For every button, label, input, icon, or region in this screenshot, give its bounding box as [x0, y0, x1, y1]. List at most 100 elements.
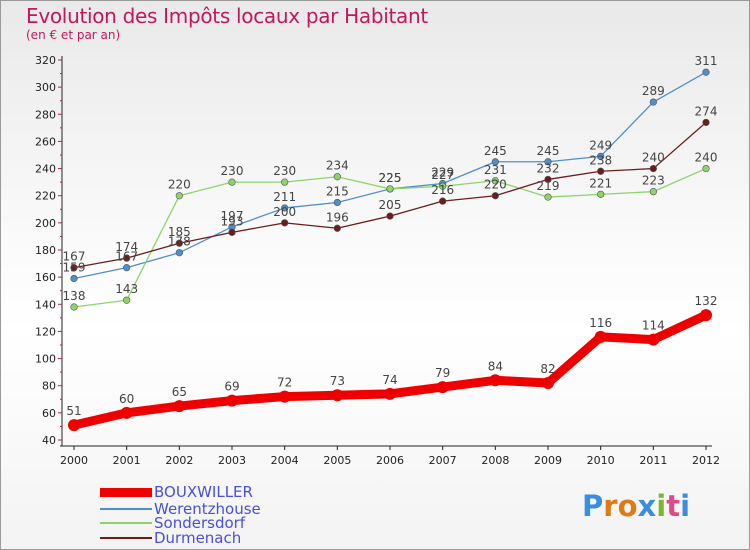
legend-swatch	[100, 522, 152, 524]
data-label: 159	[63, 261, 86, 275]
data-label: 116	[589, 316, 612, 330]
data-point	[331, 389, 344, 402]
data-point	[542, 377, 554, 389]
data-label: 79	[435, 366, 450, 380]
data-label: 167	[115, 250, 138, 264]
data-point	[123, 264, 131, 272]
data-point	[333, 224, 341, 232]
data-label: 167	[63, 250, 86, 264]
x-tick-label: 2012	[692, 454, 720, 467]
data-label: 143	[115, 282, 138, 296]
data-point	[278, 390, 291, 403]
data-point	[702, 118, 710, 127]
x-tick-label: 2003	[218, 454, 246, 467]
data-point	[649, 188, 657, 196]
data-point	[594, 330, 607, 343]
data-label: 219	[537, 179, 560, 193]
data-point	[123, 296, 131, 304]
data-point	[597, 167, 605, 175]
legend-item: Durmenach	[100, 529, 242, 547]
data-label: 65	[172, 385, 187, 399]
data-point	[333, 198, 341, 207]
legend-swatch	[100, 487, 152, 497]
data-point	[281, 219, 289, 227]
x-tick-label: 2006	[376, 454, 404, 467]
y-tick-label: 140	[35, 298, 56, 311]
data-point	[491, 177, 499, 185]
data-point	[68, 419, 80, 432]
data-point	[120, 406, 133, 419]
logo-letter: i	[656, 489, 667, 523]
data-label: 197	[221, 209, 244, 223]
data-point	[544, 175, 552, 184]
data-label: 132	[695, 294, 718, 308]
data-label: 230	[273, 164, 296, 178]
data-label: 205	[379, 198, 402, 212]
data-label: 138	[63, 289, 86, 303]
legend-label: BOUXWILLER	[154, 483, 253, 501]
data-point	[597, 190, 605, 198]
data-label: 223	[642, 174, 665, 188]
y-tick-label: 40	[42, 434, 56, 447]
x-tick-label: 2011	[639, 454, 667, 467]
data-point	[597, 152, 605, 160]
logo-letter: r	[603, 489, 618, 523]
x-tick-label: 2007	[429, 454, 457, 467]
x-tick-label: 2001	[113, 454, 141, 467]
x-tick-label: 2009	[534, 454, 562, 467]
data-point	[173, 400, 186, 413]
data-point	[281, 178, 289, 186]
data-point	[333, 173, 341, 181]
data-point	[700, 309, 712, 322]
legend-item: Werentzhouse	[100, 500, 261, 518]
data-point	[491, 192, 499, 200]
data-label: 245	[537, 144, 560, 158]
series-line-bouxwiller	[69, 310, 711, 430]
data-point	[70, 303, 78, 311]
data-point	[175, 249, 183, 257]
data-point	[228, 178, 236, 186]
data-label: 193	[221, 214, 244, 228]
y-tick-label: 160	[35, 271, 56, 284]
data-label: 289	[642, 84, 665, 98]
data-point	[649, 164, 657, 173]
data-label: 178	[168, 235, 191, 249]
data-label: 227	[431, 168, 454, 182]
data-point	[436, 381, 449, 394]
data-point	[439, 197, 447, 205]
legend-item: BOUXWILLER	[100, 483, 253, 501]
y-tick-label: 200	[35, 217, 56, 230]
data-label: 84	[488, 359, 503, 373]
data-label: 216	[431, 183, 454, 197]
data-label: 200	[273, 205, 296, 219]
logo-letter: t	[666, 489, 681, 523]
legend-label: Durmenach	[154, 529, 242, 547]
data-label: 220	[168, 178, 191, 192]
data-point	[226, 394, 238, 407]
data-label: 225	[379, 171, 402, 185]
data-label: 51	[66, 404, 81, 418]
logo-letter: i	[680, 489, 691, 523]
data-label: 311	[695, 54, 718, 68]
data-point	[281, 204, 289, 212]
data-label: 245	[484, 144, 507, 158]
data-label: 230	[221, 164, 244, 178]
x-tick-label: 2005	[323, 454, 351, 467]
legend-label: Sondersdorf	[154, 514, 246, 532]
y-tick-label: 300	[35, 81, 56, 94]
x-tick-label: 2002	[165, 454, 193, 467]
data-label: 234	[326, 159, 349, 173]
data-point	[175, 239, 183, 247]
x-tick-label: 2008	[481, 454, 509, 467]
logo-letter: P	[582, 489, 604, 523]
data-point	[649, 98, 657, 106]
data-label: 114	[642, 319, 665, 333]
data-label: 72	[277, 376, 292, 390]
data-label: 249	[589, 138, 612, 152]
y-tick-label: 260	[35, 135, 56, 148]
legend-label: Werentzhouse	[154, 500, 261, 518]
chart-subtitle: (en € et par an)	[26, 28, 121, 42]
chart-title: Evolution des Impôts locaux par Habitant	[26, 4, 428, 28]
